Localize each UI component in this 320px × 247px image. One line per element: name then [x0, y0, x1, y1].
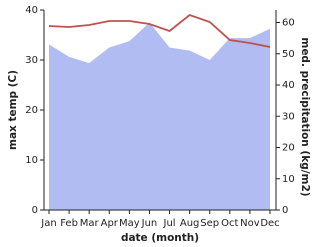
x-tick-label: Oct [221, 218, 238, 229]
x-tick-label: Jun [141, 218, 158, 229]
x-tick-label: Apr [101, 218, 119, 229]
y-tick-label: 20 [25, 105, 38, 116]
x-tick-label: Feb [60, 218, 78, 229]
y2-axis-label: med. precipitation (kg/m2) [299, 37, 311, 196]
y2-tick-label: 50 [282, 49, 295, 60]
x-tick-label: Nov [240, 218, 260, 229]
y-tick-label: 30 [25, 55, 38, 66]
precipitation-area [49, 22, 270, 210]
y-tick-label: 10 [25, 155, 38, 166]
y-tick-label: 0 [32, 205, 38, 216]
y2-tick-label: 40 [282, 80, 295, 91]
x-tick-label: Jan [40, 218, 56, 229]
temperature-line [48, 13, 271, 48]
x-tick-label: Mar [80, 218, 100, 229]
y-axis-label: max temp (C) [7, 70, 19, 150]
x-tick-label: Sep [200, 218, 219, 229]
x-tick-label: Aug [180, 218, 200, 229]
x-tick-label: Jul [163, 218, 176, 229]
x-tick-label: Dec [260, 218, 279, 229]
x-tick-label: May [119, 218, 140, 229]
y2-tick-label: 30 [282, 111, 295, 122]
y-tick-label: 40 [25, 5, 38, 16]
y2-tick-label: 10 [282, 174, 295, 185]
y2-tick-label: 20 [282, 143, 295, 154]
x-axis-label: date (month) [121, 232, 199, 244]
y2-tick-label: 0 [282, 205, 288, 216]
y2-tick-label: 60 [282, 18, 295, 29]
